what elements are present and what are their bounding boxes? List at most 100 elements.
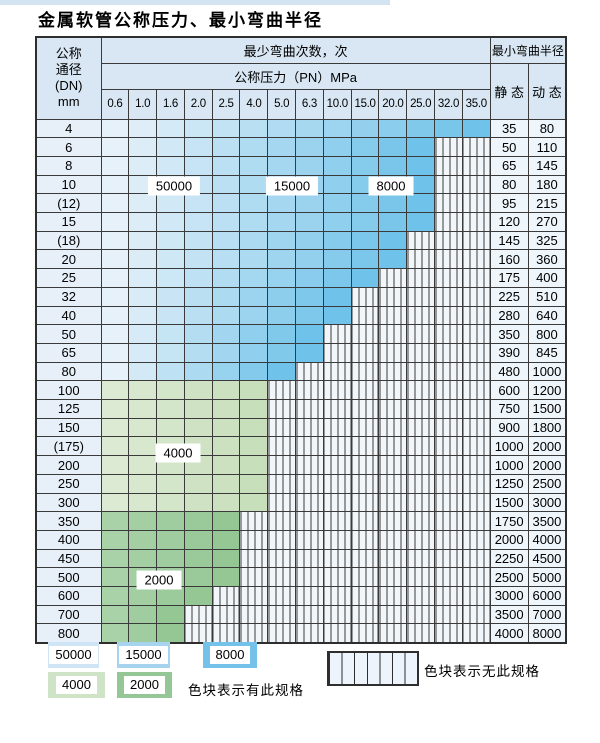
- spec-cell: [156, 417, 185, 438]
- dynamic-radius-cell: 2000: [527, 436, 567, 457]
- spec-cell: [100, 399, 130, 419]
- dn-cell: 65: [35, 342, 102, 363]
- no-spec-cell: [378, 361, 408, 382]
- no-spec-cell: [461, 305, 491, 326]
- spec-cell: [128, 436, 158, 457]
- spec-cell: [183, 137, 213, 157]
- no-spec-cell: [434, 417, 463, 438]
- static-radius-cell: 480: [489, 361, 529, 382]
- pressure-col-header: 10.0: [322, 88, 352, 120]
- header-dn-column: 公称 通径 (DN) mm: [35, 36, 102, 120]
- spec-cell: [156, 193, 185, 214]
- spec-cell: [128, 455, 158, 475]
- header-static: 静 态: [489, 62, 529, 120]
- static-radius-cell: 280: [489, 305, 529, 326]
- spec-cell: [239, 118, 269, 139]
- dn-cell: (12): [35, 193, 102, 214]
- no-spec-cell: [406, 249, 436, 270]
- spec-cell: [322, 230, 352, 251]
- no-spec-cell: [406, 492, 436, 513]
- spec-cell: [295, 137, 324, 157]
- spec-cell: [461, 118, 491, 139]
- spec-cell: [128, 417, 158, 438]
- no-spec-cell: [211, 586, 241, 606]
- no-spec-cell: [434, 399, 463, 419]
- no-spec-cell: [239, 623, 269, 644]
- no-spec-cell: [461, 380, 491, 401]
- spec-cell: [128, 473, 158, 494]
- no-spec-cell: [350, 361, 380, 382]
- dn-cell: 150: [35, 417, 102, 438]
- spec-cell: [322, 212, 352, 232]
- spec-cell: [128, 586, 158, 606]
- spec-cell: [128, 118, 158, 139]
- no-spec-cell: [295, 604, 324, 625]
- legend-swatch-2000: 2000: [117, 672, 172, 698]
- spec-cell: [183, 548, 213, 569]
- table-row: 350 1750 3500: [35, 511, 567, 531]
- spec-cell: [100, 174, 130, 195]
- no-spec-cell: [434, 305, 463, 326]
- spec-cell: [295, 324, 324, 344]
- spec-cell: [322, 249, 352, 270]
- no-spec-cell: [406, 623, 436, 644]
- no-spec-cell: [461, 193, 491, 214]
- spec-cell: [295, 342, 324, 363]
- no-spec-cell: [461, 324, 491, 344]
- no-spec-cell: [350, 473, 380, 494]
- table-row: (175) 1000 2000: [35, 436, 567, 457]
- no-spec-cell: [239, 567, 269, 588]
- dynamic-radius-cell: 6000: [527, 586, 567, 606]
- no-spec-cell: [322, 529, 352, 550]
- table-row: 500 2500 5000: [35, 567, 567, 588]
- dynamic-radius-cell: 270: [527, 212, 567, 232]
- spec-cell: [350, 212, 380, 232]
- dn-cell: 32: [35, 286, 102, 307]
- spec-cell: [267, 118, 297, 139]
- no-spec-cell: [434, 324, 463, 344]
- dynamic-radius-cell: 360: [527, 249, 567, 270]
- no-spec-cell: [378, 548, 408, 569]
- spec-cell: [211, 511, 241, 531]
- static-radius-cell: 4000: [489, 623, 529, 644]
- spec-cell: [378, 230, 408, 251]
- spec-cell: [128, 529, 158, 550]
- spec-cell: [295, 286, 324, 307]
- no-spec-cell: [406, 361, 436, 382]
- static-radius-cell: 175: [489, 268, 529, 288]
- static-radius-cell: 1000: [489, 455, 529, 475]
- dynamic-radius-cell: 7000: [527, 604, 567, 625]
- no-spec-cell: [378, 586, 408, 606]
- spec-cell: [267, 249, 297, 270]
- spec-cell: [128, 511, 158, 531]
- header-dynamic: 动 态: [527, 62, 567, 120]
- no-spec-cell: [378, 417, 408, 438]
- dynamic-radius-cell: 400: [527, 268, 567, 288]
- static-radius-cell: 35: [489, 118, 529, 139]
- no-spec-cell: [434, 155, 463, 176]
- spec-cell: [183, 118, 213, 139]
- no-spec-cell: [461, 230, 491, 251]
- no-spec-cell: [267, 586, 297, 606]
- table-row: 40 280 640: [35, 305, 567, 326]
- spec-cell: [100, 286, 130, 307]
- spec-cell: [156, 492, 185, 513]
- pressure-col-header: 15.0: [350, 88, 380, 120]
- spec-cell: [156, 511, 185, 531]
- no-spec-cell: [461, 511, 491, 531]
- no-spec-cell: [350, 436, 380, 457]
- no-spec-cell: [406, 399, 436, 419]
- no-spec-cell: [295, 361, 324, 382]
- no-spec-cell: [461, 417, 491, 438]
- no-spec-cell: [461, 529, 491, 550]
- no-spec-cell: [378, 529, 408, 550]
- spec-cell: [128, 305, 158, 326]
- spec-cell: [267, 155, 297, 176]
- dn-cell: (175): [35, 436, 102, 457]
- pressure-col-header: 0.6: [100, 88, 130, 120]
- no-spec-cell: [322, 399, 352, 419]
- no-spec-cell: [434, 623, 463, 644]
- spec-cell: [183, 155, 213, 176]
- dn-cell: 40: [35, 305, 102, 326]
- header-min-bend-radius: 最小弯曲半径: [489, 36, 567, 64]
